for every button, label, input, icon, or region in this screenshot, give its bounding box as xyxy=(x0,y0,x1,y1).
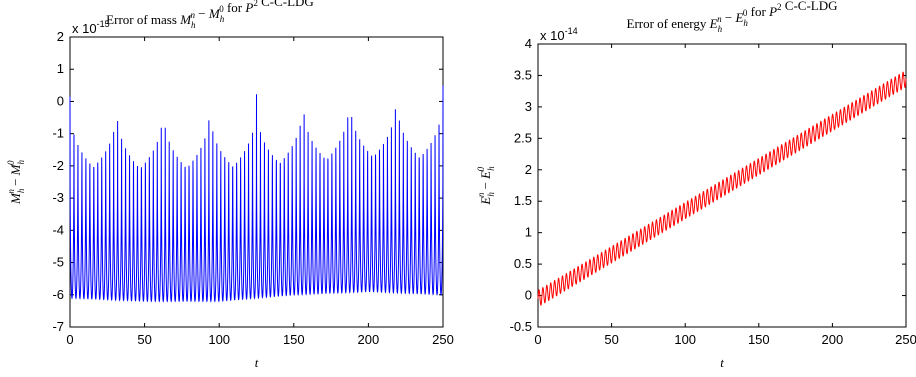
x-tick-label: 100 xyxy=(208,332,230,347)
y-tick-label: 1 xyxy=(525,225,532,240)
x-tick-label: 200 xyxy=(358,332,380,347)
y-tick-label: -3 xyxy=(52,190,64,205)
y-tick-label: 0 xyxy=(57,93,64,108)
y-tick-label: -0.5 xyxy=(510,319,532,334)
x-tick-label: 250 xyxy=(432,332,454,347)
y-tick-label: 2.5 xyxy=(514,130,532,145)
series-line xyxy=(69,85,444,303)
y-tick-label: 2 xyxy=(57,29,64,44)
x-tick-label: 150 xyxy=(748,332,770,347)
y-tick-label: -4 xyxy=(52,222,64,237)
x-tick-label: 50 xyxy=(604,332,618,347)
x-tick-label: 150 xyxy=(283,332,305,347)
plot-frame xyxy=(537,43,907,328)
y-axis-label: Ehn − Eh0 xyxy=(476,166,496,206)
y-tick-label: 1 xyxy=(57,61,64,76)
y-tick-label: 1.5 xyxy=(514,193,532,208)
energy-error-chart: 0 50 100 150 200 250-0.500.511.522.533.54x 10… xyxy=(476,0,916,370)
y-multiplier: x 10-14 xyxy=(540,26,578,43)
chart-title: Error of energy Ehn − Eh0 for P2 C-C-LDG xyxy=(627,0,838,34)
y-tick-label: 0.5 xyxy=(514,256,532,271)
y-tick-label: -7 xyxy=(52,319,64,334)
x-axis-label: t xyxy=(255,355,259,370)
svg-text:Error of mass Mhn − Mh0 for P2: Error of mass Mhn − Mh0 for P2 C-C-LDG xyxy=(106,0,314,30)
x-tick-label: 250 xyxy=(895,332,916,347)
x-axis-label: t xyxy=(720,355,724,370)
y-tick-label: 0 xyxy=(525,288,532,303)
y-tick-label: -6 xyxy=(52,287,64,302)
x-tick-label: 0 xyxy=(534,332,541,347)
y-tick-label: -1 xyxy=(52,126,64,141)
y-tick-label: 3 xyxy=(525,99,532,114)
y-tick-label: 2 xyxy=(525,162,532,177)
x-tick-label: 50 xyxy=(137,332,151,347)
x-tick-label: 100 xyxy=(674,332,696,347)
y-tick-label: 4 xyxy=(525,36,532,51)
x-tick-label: 0 xyxy=(66,332,73,347)
mass-error-chart: 0 50 100 150 200 250 -7 -6 -5 -4 -3 -2 -1 0 1 2 x 10-15E… xyxy=(6,0,454,370)
y-tick-label: -2 xyxy=(52,158,64,173)
x-tick-label: 200 xyxy=(822,332,844,347)
y-multiplier: x 10-15 xyxy=(72,19,110,36)
y-tick-label: -5 xyxy=(52,255,64,270)
svg-text:Error of energy Ehn − Eh0 for: Error of energy Ehn − Eh0 for P2 C-C-LDG xyxy=(627,0,838,34)
chart-title: Error of mass Mhn − Mh0 for P2 C-C-LDG xyxy=(106,0,314,30)
series-line xyxy=(537,71,907,306)
y-tick-label: 3.5 xyxy=(514,67,532,82)
y-axis-label: Mhn − Mh0 xyxy=(6,159,26,205)
